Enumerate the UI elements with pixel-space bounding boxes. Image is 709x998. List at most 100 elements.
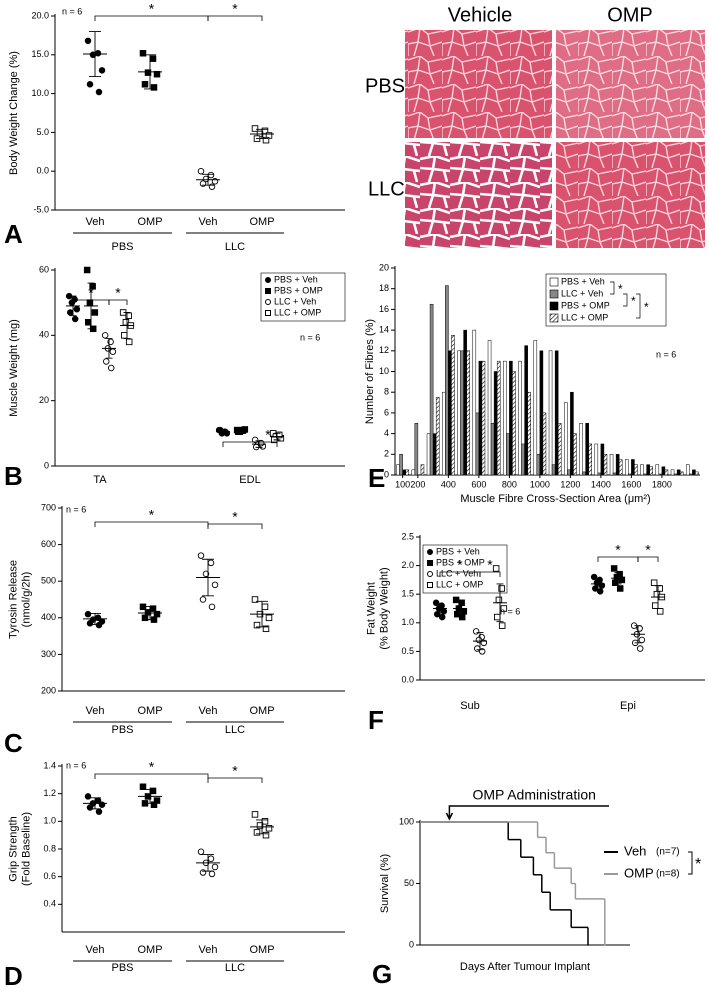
bar [466, 350, 470, 476]
significance-bracket [637, 556, 659, 562]
bar [567, 469, 571, 476]
data-point [101, 332, 109, 339]
y-tick-label: 5.0 [36, 127, 49, 137]
data-point [650, 579, 658, 587]
legend-label: LLC + OMP [436, 579, 483, 589]
legend-marker [265, 310, 271, 316]
bar [521, 443, 525, 476]
bar [536, 454, 541, 476]
significance-bracket [636, 293, 641, 319]
data-point [253, 829, 261, 836]
data-point [251, 811, 259, 818]
bar [548, 350, 553, 476]
bar [646, 464, 650, 476]
x-tick-label: Sub [460, 700, 480, 712]
error-bar [436, 603, 444, 614]
bar [676, 469, 681, 476]
data-point [207, 559, 215, 567]
y-tick-label: 0.0 [36, 166, 49, 176]
legend-swatch [549, 313, 559, 323]
legend-marker [427, 571, 433, 577]
data-point [197, 552, 205, 559]
significance-bracket [94, 15, 209, 21]
bar [533, 340, 538, 476]
significance-label: * [615, 542, 621, 558]
x-tick-label: Veh [86, 216, 105, 228]
significance-label: * [149, 759, 155, 775]
error-bar [496, 583, 504, 623]
bar [585, 423, 589, 476]
legend-label: PBS + Veh [436, 546, 480, 556]
annotation: n = 6 [62, 6, 82, 16]
significance-bracket [94, 773, 209, 779]
group-label: LLC [225, 724, 245, 736]
x-tick-label: 1800 [652, 479, 672, 489]
bar [503, 360, 507, 476]
y-tick-label: 0.8 [43, 843, 56, 853]
data-point [86, 299, 94, 306]
bar [640, 464, 644, 476]
data-point [149, 55, 157, 62]
y-tick-label: 16 [379, 304, 389, 314]
bar [475, 412, 480, 476]
bar [673, 473, 678, 476]
y-tick-label: 600 [41, 539, 56, 549]
error-bar [219, 429, 227, 434]
significance-label: * [618, 282, 623, 296]
data-point [211, 863, 219, 871]
error-bar [476, 632, 484, 651]
data-point [66, 309, 74, 316]
bar [570, 391, 574, 476]
bar [588, 443, 592, 476]
significance-label: * [695, 856, 701, 873]
bar [445, 285, 449, 476]
data-point [253, 621, 261, 629]
y-axis-label: (% Body Weight) [378, 567, 390, 649]
y-tick-label: 14 [379, 324, 389, 334]
data-point [84, 610, 92, 618]
y-axis-label: Survival (%) [379, 854, 391, 913]
micrograph-image [405, 30, 552, 138]
bar [542, 412, 547, 476]
significance-bracket [94, 521, 209, 527]
bar [460, 350, 464, 476]
y-tick-label: 20 [379, 262, 389, 272]
legend-label: LLC + Veh [436, 568, 478, 578]
bar [692, 469, 696, 476]
panel-letter: B [4, 461, 23, 491]
column-label: OMP [607, 4, 653, 26]
group-label: LLC [225, 241, 245, 253]
data-point [95, 621, 103, 629]
bar [420, 464, 425, 476]
error-bar [202, 558, 214, 597]
x-tick-label: OMP [137, 705, 162, 717]
x-axis-label: Muscle Fibre Cross-Section Area (μm²) [460, 493, 650, 505]
y-tick-label: 40 [39, 330, 49, 340]
y-tick-label: -5.0 [33, 204, 49, 214]
bar [396, 464, 400, 476]
y-tick-label: 1.5 [401, 589, 414, 599]
x-tick-label: Veh [86, 944, 105, 956]
data-point [84, 37, 92, 45]
data-point [150, 84, 158, 91]
significance-label: * [115, 285, 121, 301]
legend-marker [265, 299, 271, 305]
y-tick-label: 2.5 [401, 531, 414, 541]
y-tick-label: 50 [404, 878, 414, 888]
significance-bracket [623, 293, 628, 307]
data-point [98, 67, 106, 74]
error-bar [594, 577, 602, 591]
data-point [251, 596, 259, 603]
x-tick-label: Veh [199, 216, 218, 228]
data-point [89, 283, 96, 290]
x-tick-label: 600 [471, 479, 486, 489]
data-point [492, 565, 500, 572]
legend-box [545, 273, 667, 327]
legend-swatch [549, 301, 559, 311]
data-point [612, 579, 619, 587]
significance-bracket [597, 556, 639, 562]
legend-marker [265, 277, 271, 283]
data-point [109, 348, 117, 355]
annotation: n = 6 [500, 606, 520, 616]
micrograph-image [405, 142, 552, 248]
